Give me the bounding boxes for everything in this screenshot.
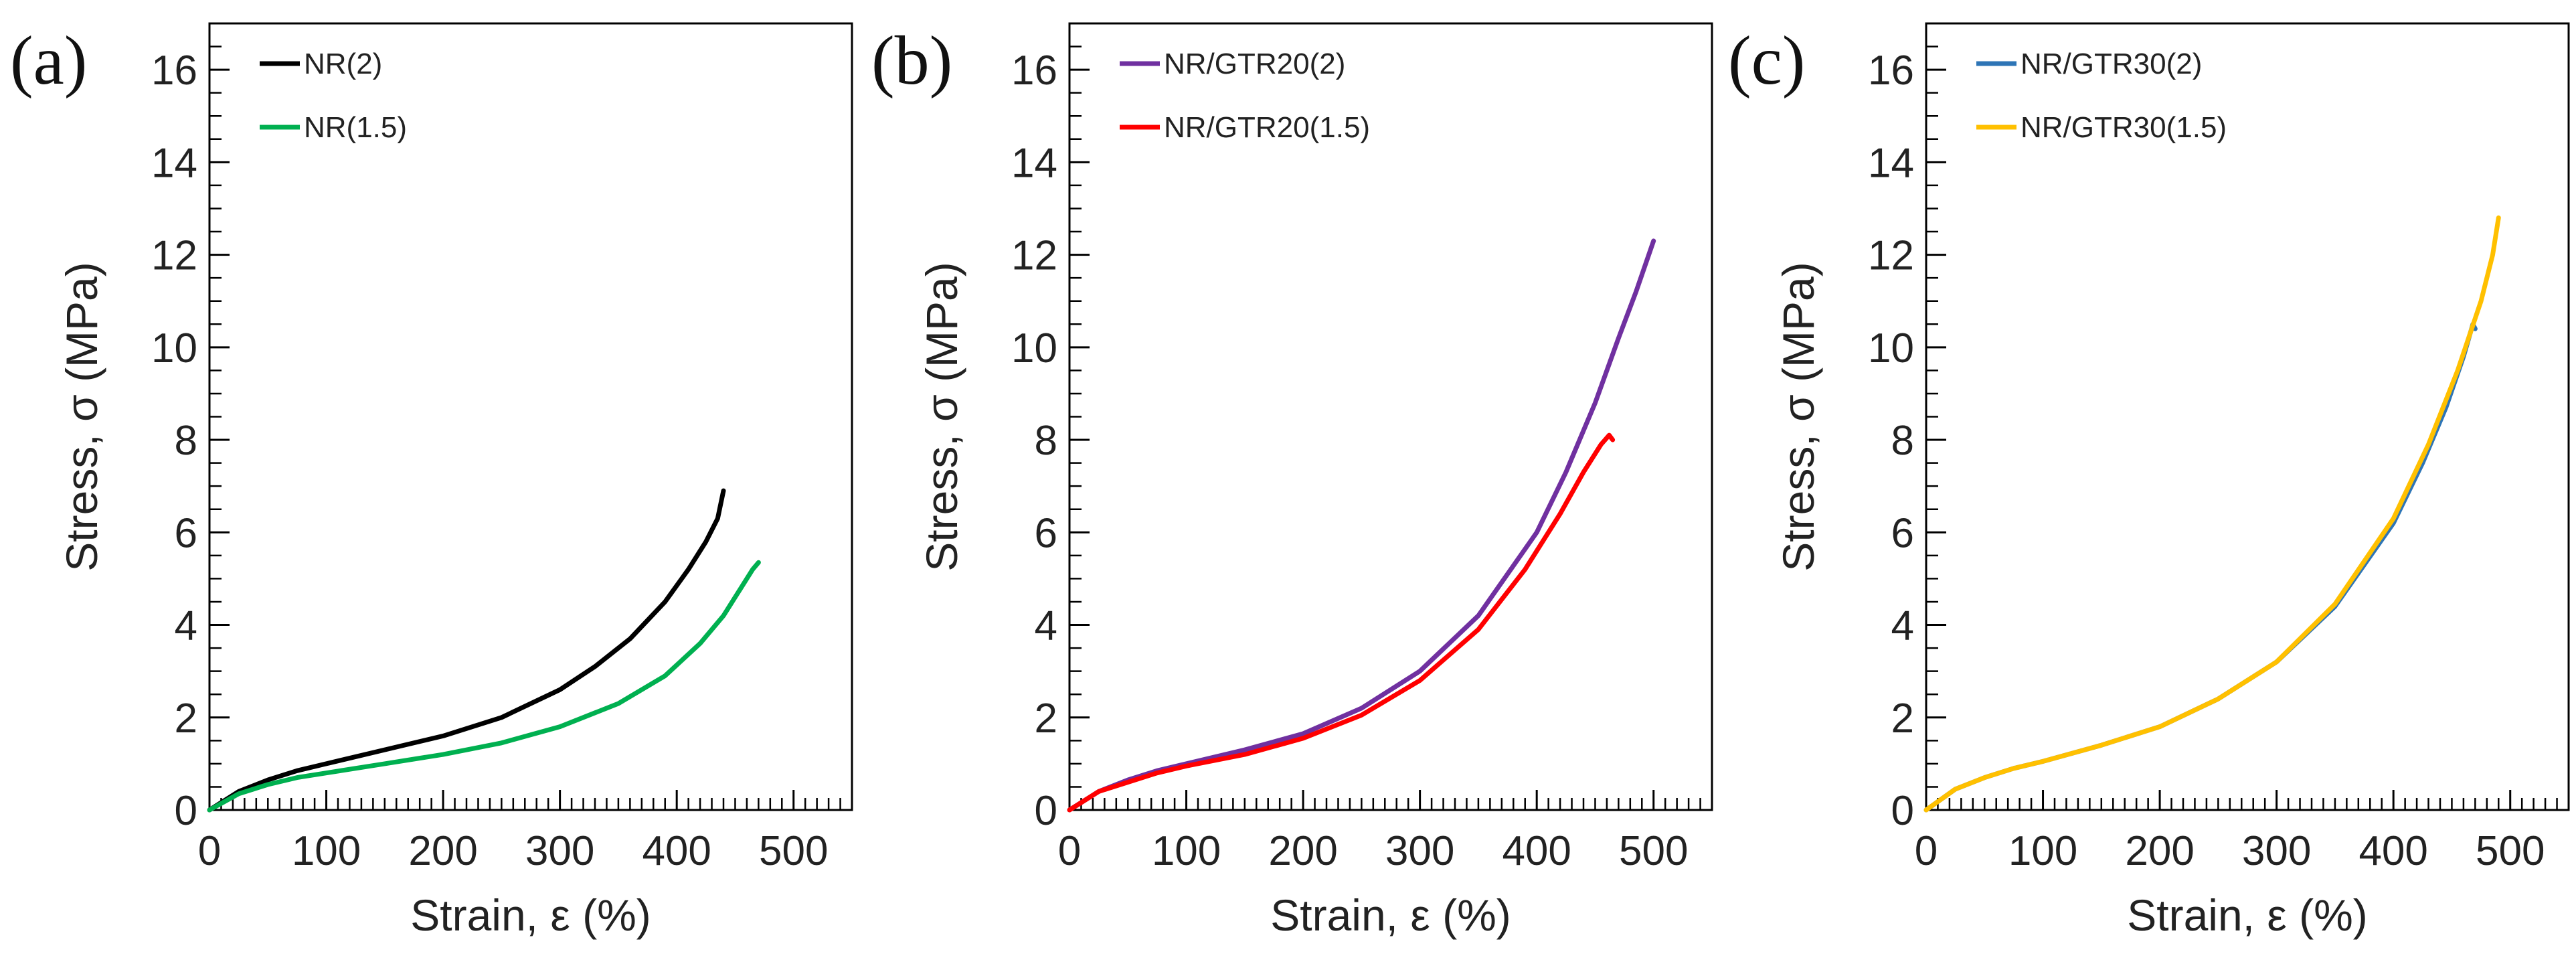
y-tick-label: 2 <box>175 696 197 742</box>
y-tick-label: 8 <box>1891 418 1914 464</box>
y-tick-label: 8 <box>175 418 197 464</box>
y-tick-label: 10 <box>151 325 197 372</box>
legend-label: NR/GTR20(1.5) <box>1164 111 1370 144</box>
x-tick-label: 0 <box>198 828 221 874</box>
series-line-nr-gtr20-1-5 <box>1067 432 1616 813</box>
y-tick-label: 8 <box>1035 418 1057 464</box>
y-tick-label: 6 <box>1035 510 1057 556</box>
x-tick-label: 200 <box>1268 828 1337 874</box>
y-tick-label: 4 <box>1035 603 1057 649</box>
x-tick-label: 200 <box>408 828 477 874</box>
x-tick-label: 400 <box>1502 828 1571 874</box>
legend-label: NR/GTR30(1.5) <box>2021 111 2227 144</box>
x-tick-label: 100 <box>1152 828 1221 874</box>
x-tick-label: 100 <box>2008 828 2077 874</box>
y-tick-label: 14 <box>1868 140 1914 186</box>
y-tick-label: 16 <box>1011 48 1057 94</box>
y-tick-label: 12 <box>1011 233 1057 279</box>
x-tick-label: 0 <box>1915 828 1938 874</box>
y-tick-label: 14 <box>151 140 197 186</box>
x-tick-label: 400 <box>2358 828 2427 874</box>
y-tick-label: 16 <box>1868 48 1914 94</box>
x-tick-label: 300 <box>2242 828 2311 874</box>
panel-1: 0 100 200 300 400 500 0 2 4 6 8 10 12 14 16 Strain, ε (… <box>10 22 853 940</box>
x-tick-label: 0 <box>1058 828 1081 874</box>
y-tick-label: 0 <box>1891 788 1914 834</box>
x-tick-label: 500 <box>1619 828 1688 874</box>
series-line-nr-2 <box>207 488 726 813</box>
y-tick-label: 16 <box>151 48 197 94</box>
panel-label: (a) <box>10 22 87 99</box>
y-tick-label: 14 <box>1011 140 1057 186</box>
y-tick-label: 0 <box>1035 788 1057 834</box>
panel-2: 0 100 200 300 400 500 0 2 4 6 8 10 12 14 16 Strain, ε (… <box>871 22 1713 940</box>
series-line-nr-gtr30-2 <box>1923 321 2478 813</box>
x-tick-label: 300 <box>1385 828 1454 874</box>
legend-label: NR(2) <box>304 48 382 80</box>
y-axis-title: Stress, σ (MPa) <box>57 262 106 571</box>
y-tick-label: 6 <box>175 510 197 556</box>
panel-3: 0 100 200 300 400 500 0 2 4 6 8 10 12 14 16 Strain, ε (… <box>1728 22 2570 940</box>
x-tick-label: 500 <box>759 828 828 874</box>
y-tick-label: 2 <box>1891 696 1914 742</box>
y-tick-label: 0 <box>175 788 197 834</box>
x-axis-title: Strain, ε (%) <box>1270 890 1511 940</box>
series-line-nr-gtr30-1-5 <box>1923 215 2501 813</box>
y-axis-title: Stress, σ (MPa) <box>917 262 966 571</box>
panel-label: (b) <box>871 22 952 99</box>
legend-label: NR/GTR20(2) <box>1164 48 1345 80</box>
y-tick-label: 4 <box>175 603 197 649</box>
panel-label: (c) <box>1728 22 1805 99</box>
x-tick-label: 200 <box>2125 828 2194 874</box>
series-line-nr-gtr20-2 <box>1067 238 1656 813</box>
y-axis-title: Stress, σ (MPa) <box>1774 262 1823 571</box>
x-tick-label: 500 <box>2476 828 2545 874</box>
series-line-nr-1-5 <box>207 560 761 813</box>
y-tick-label: 10 <box>1868 325 1914 372</box>
y-tick-label: 10 <box>1011 325 1057 372</box>
x-tick-label: 100 <box>292 828 361 874</box>
y-tick-label: 12 <box>151 233 197 279</box>
y-tick-label: 6 <box>1891 510 1914 556</box>
y-tick-label: 2 <box>1035 696 1057 742</box>
x-axis-title: Strain, ε (%) <box>2127 890 2368 940</box>
x-axis-title: Strain, ε (%) <box>410 890 651 940</box>
legend-label: NR(1.5) <box>304 111 407 144</box>
legend-label: NR/GTR30(2) <box>2021 48 2202 80</box>
x-tick-label: 300 <box>525 828 594 874</box>
y-tick-label: 12 <box>1868 233 1914 279</box>
y-tick-label: 4 <box>1891 603 1914 649</box>
x-tick-label: 400 <box>642 828 711 874</box>
